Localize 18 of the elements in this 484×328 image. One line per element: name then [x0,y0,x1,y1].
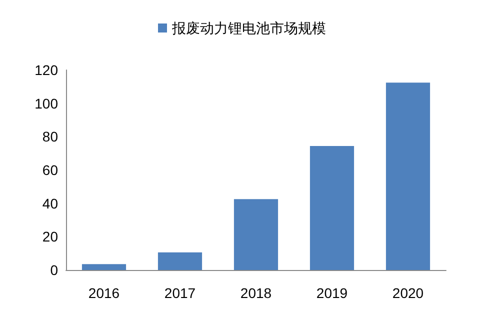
y-tick-label: 0 [50,262,58,278]
y-tick-label: 40 [42,195,58,212]
bar [310,146,354,270]
y-tick-label: 60 [42,162,58,178]
x-tick-label: 2019 [316,285,348,301]
x-tick-label: 2018 [240,285,272,301]
y-tick-label: 20 [42,228,58,245]
y-tick-label: 120 [34,62,58,78]
bar [234,199,278,270]
bar [82,264,126,270]
y-tick-label: 100 [34,95,58,112]
legend-label: 报废动力锂电池市场规模 [171,20,326,36]
x-tick-label: 2017 [164,285,196,301]
bar [158,252,202,270]
x-tick-label: 2016 [88,285,120,301]
x-tick-label: 2020 [392,285,424,301]
bar [386,82,430,270]
y-tick-label: 80 [42,128,58,145]
